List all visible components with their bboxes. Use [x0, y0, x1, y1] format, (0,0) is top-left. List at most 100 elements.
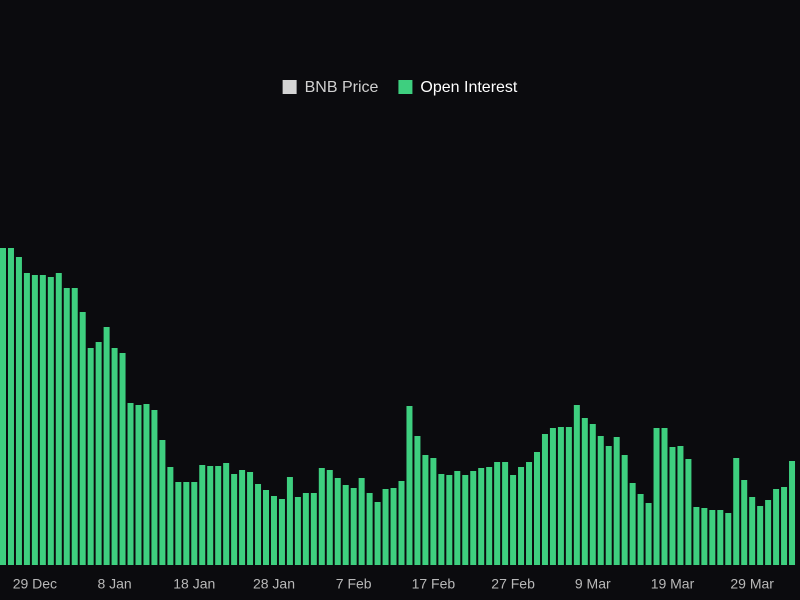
bar — [685, 459, 692, 565]
bar — [318, 468, 325, 565]
bar — [390, 488, 397, 565]
bar — [565, 427, 572, 565]
bar — [23, 273, 30, 565]
x-tick-label: 7 Feb — [336, 576, 372, 592]
bar — [159, 440, 166, 565]
bar — [270, 496, 277, 565]
bar — [494, 462, 501, 565]
bar — [7, 248, 14, 565]
bar — [573, 405, 580, 565]
bar — [621, 455, 628, 565]
bar — [430, 458, 437, 565]
bar — [263, 490, 270, 565]
bar — [693, 507, 700, 565]
legend-swatch — [398, 80, 413, 94]
bar — [486, 467, 493, 565]
bar — [789, 461, 796, 565]
x-tick-label: 8 Jan — [97, 576, 131, 592]
x-tick-label: 29 Mar — [730, 576, 774, 592]
bar — [175, 482, 182, 565]
bar — [0, 248, 6, 565]
bar — [406, 406, 413, 565]
bar — [255, 484, 262, 565]
bar — [207, 466, 214, 565]
bar — [103, 327, 110, 565]
bar — [119, 353, 126, 565]
bar — [302, 493, 309, 565]
bar — [541, 434, 548, 565]
bar — [247, 472, 254, 565]
x-tick-label: 29 Dec — [13, 576, 57, 592]
bar — [502, 462, 509, 565]
bar — [199, 465, 206, 565]
bar — [462, 475, 469, 565]
bar — [781, 487, 788, 565]
bar — [215, 466, 222, 565]
bar — [470, 471, 477, 565]
bar — [669, 447, 676, 565]
bar — [135, 405, 142, 565]
x-tick-label: 18 Jan — [173, 576, 215, 592]
legend-label: Open Interest — [420, 79, 518, 96]
bar — [71, 288, 78, 565]
x-tick-label: 9 Mar — [575, 576, 611, 592]
bar — [223, 463, 230, 565]
bar — [239, 470, 246, 565]
bar — [653, 428, 660, 565]
legend: BNB Price Open Interest — [282, 79, 518, 96]
bar — [438, 474, 445, 565]
bar — [191, 482, 198, 565]
bar — [422, 455, 429, 565]
bar — [454, 471, 461, 565]
bar — [597, 436, 604, 565]
bar — [549, 428, 556, 565]
bar — [613, 437, 620, 565]
bar — [231, 474, 238, 565]
bar — [589, 424, 596, 565]
bar — [111, 348, 118, 565]
bar — [183, 482, 190, 565]
bar — [382, 489, 389, 565]
bar — [605, 446, 612, 565]
bar — [533, 452, 540, 565]
bar — [773, 489, 780, 565]
bar — [645, 503, 652, 565]
bar — [366, 493, 373, 565]
bar — [581, 418, 588, 565]
x-tick-label: 19 Mar — [651, 576, 695, 592]
bar — [677, 446, 684, 565]
bar — [294, 497, 301, 565]
bar — [151, 410, 158, 565]
bar — [39, 275, 46, 565]
bar — [334, 478, 341, 565]
bar — [518, 467, 525, 565]
bar — [717, 510, 724, 565]
bar — [167, 467, 174, 565]
bar — [326, 470, 333, 565]
x-tick-label: 28 Jan — [253, 576, 295, 592]
bar — [63, 288, 70, 565]
legend-swatch — [282, 80, 297, 94]
bar — [765, 500, 772, 565]
bar — [31, 275, 38, 565]
bar — [478, 468, 485, 565]
bar — [637, 494, 644, 565]
bar — [709, 510, 716, 565]
bar — [725, 513, 732, 565]
bar — [127, 403, 134, 565]
bar — [414, 436, 421, 565]
bar — [398, 481, 405, 565]
bar — [350, 488, 357, 565]
bar — [446, 475, 453, 565]
bar — [310, 493, 317, 565]
bar — [278, 499, 285, 565]
bar — [557, 427, 564, 565]
bar — [358, 478, 365, 565]
bar — [143, 404, 150, 565]
bar — [749, 497, 756, 565]
bar — [15, 257, 22, 565]
bar — [374, 502, 381, 565]
bar — [629, 483, 636, 565]
x-tick-label: 17 Feb — [412, 576, 456, 592]
